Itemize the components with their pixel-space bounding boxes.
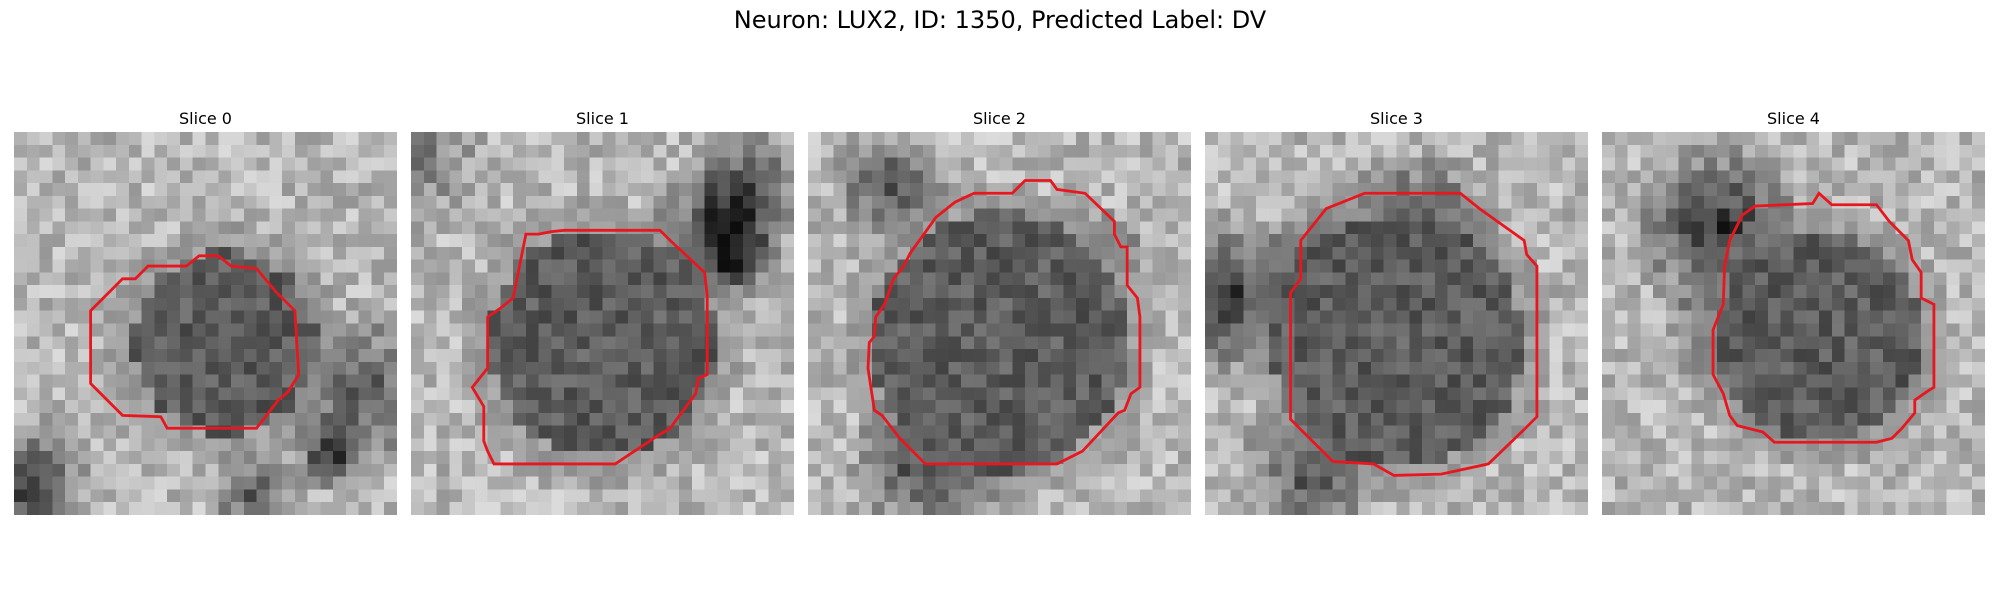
slice-image [14,132,397,515]
roi-contour [1289,191,1539,477]
roi-contour [1711,191,1936,444]
slice-title: Slice 1 [576,109,629,128]
slice-image [808,132,1191,515]
slice-panel: Slice 1 [411,110,794,515]
slice-image [411,132,794,515]
slice-image [1205,132,1588,515]
slice-title: Slice 3 [1370,109,1423,128]
roi-contour [470,228,709,466]
slice-panel: Slice 3 [1205,110,1588,515]
slice-panel: Slice 2 [808,110,1191,515]
slice-image [1602,132,1985,515]
slice-panel: Slice 0 [14,110,397,515]
roi-contour [89,254,301,430]
slice-title: Slice 4 [1767,109,1820,128]
slice-title: Slice 2 [973,109,1026,128]
slice-panel: Slice 4 [1602,110,1985,515]
figure-title: Neuron: LUX2, ID: 1350, Predicted Label:… [733,6,1267,34]
slice-title: Slice 0 [179,109,232,128]
roi-contour [866,179,1142,466]
